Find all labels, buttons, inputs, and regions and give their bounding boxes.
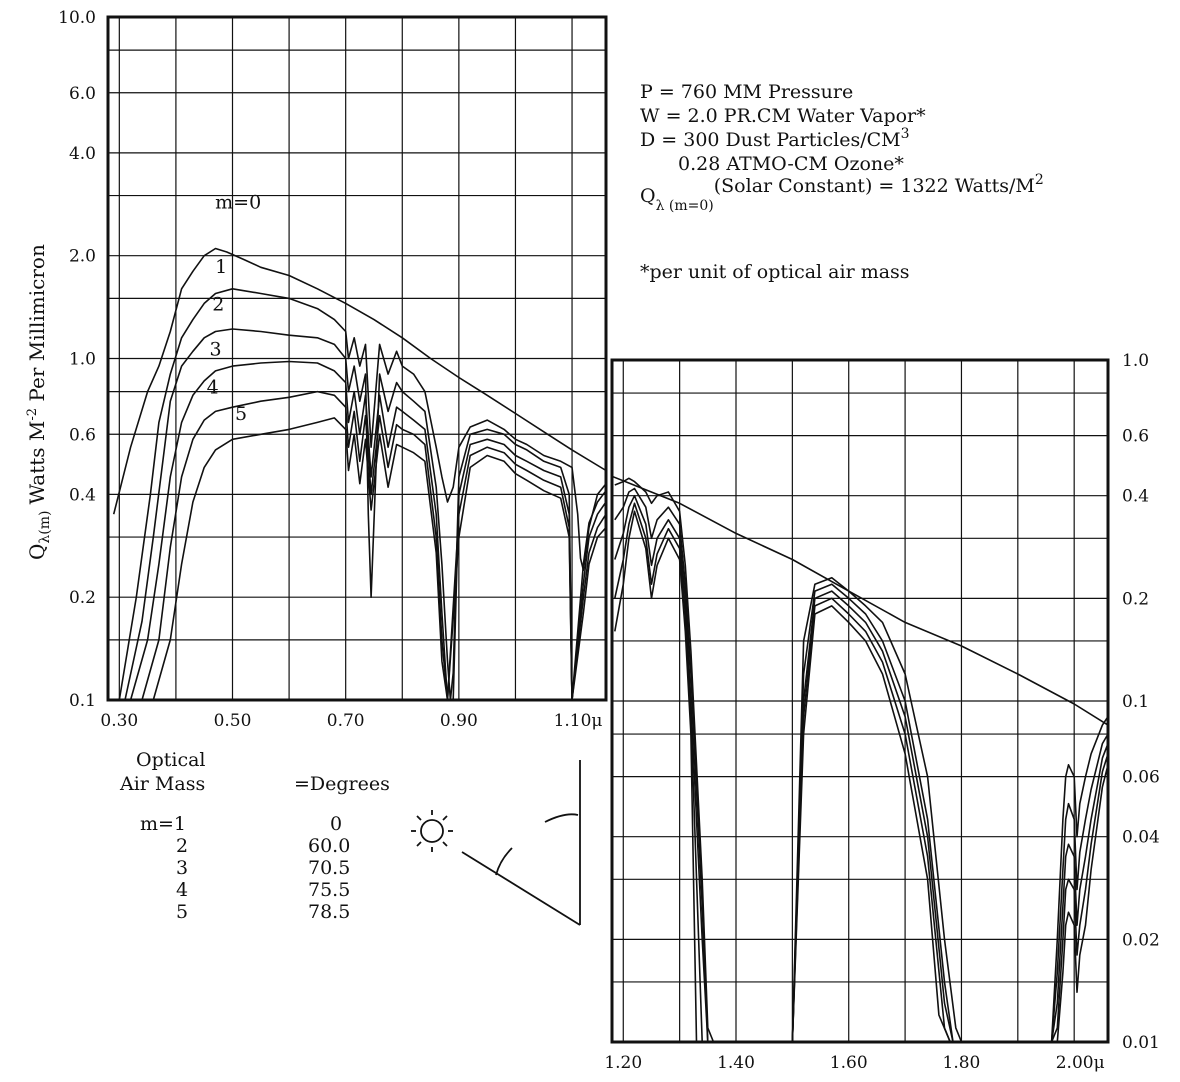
y-tick-label: 0.2 <box>1122 589 1149 609</box>
y-tick-label: 0.06 <box>1122 768 1160 788</box>
pressure-text: P = 760 MM Pressure <box>640 81 853 103</box>
series-line-m4 <box>615 503 1108 1042</box>
y-tick-label: 0.6 <box>1122 427 1149 447</box>
curve-label: 2 <box>212 294 224 316</box>
sun-icon <box>411 810 453 852</box>
x-tick-label: 2.00μ <box>1056 1053 1105 1073</box>
series-group <box>601 472 1108 1042</box>
x-tick-label: 1.60 <box>830 1053 868 1073</box>
table-cell-degrees: 78.5 <box>308 901 350 923</box>
table-header-degrees: =Degrees <box>294 773 390 795</box>
y-axis-label-sub: λ(m) <box>37 511 53 544</box>
y-axis-label-sup: -2 <box>25 408 40 421</box>
table-cell-air-mass: m=1 <box>140 813 186 835</box>
air-mass-table: Optical Air Mass =Degrees m=1 0 2 60.0 3 70.5… <box>119 749 390 923</box>
y-tick-label: 0.4 <box>69 485 96 505</box>
y-tick-label: 10.0 <box>58 8 96 28</box>
x-tick-label: 0.90 <box>440 711 478 731</box>
x-tick-label: 1.40 <box>717 1053 755 1073</box>
curve-label: 5 <box>235 403 247 425</box>
table-rows: m=1 0 2 60.0 3 70.5 4 75.5 5 78.5 <box>140 813 350 923</box>
curve-label: m=0 <box>215 191 261 213</box>
y-axis-label-text: Watts M <box>25 421 49 505</box>
y-tick-label: 0.2 <box>69 588 96 608</box>
y-axis-label-q: Q <box>25 544 49 560</box>
ozone-text: 0.28 ATMO-CM Ozone* <box>678 153 904 175</box>
series-line-m5 <box>153 418 606 700</box>
dust-text: D = 300 Dust Particles/CM3 <box>640 126 910 151</box>
curve-label: 4 <box>207 376 219 398</box>
y-tick-label: 4.0 <box>69 144 96 164</box>
x-tick-label: 0.30 <box>100 711 138 731</box>
series-group <box>114 249 606 701</box>
y-tick-label: 0.4 <box>1122 487 1149 507</box>
table-cell-air-mass: 5 <box>176 901 188 923</box>
table-cell-degrees: 70.5 <box>308 857 350 879</box>
series-line-m3 <box>615 496 1108 1042</box>
x-tick-label: 0.50 <box>214 711 252 731</box>
footnote-text: *per unit of optical air mass <box>640 261 910 283</box>
y-tick-label: 0.04 <box>1122 828 1160 848</box>
zenith-angle-diagram <box>462 760 580 925</box>
y-tick-label: 0.6 <box>69 425 96 445</box>
curve-label: 1 <box>215 256 227 278</box>
table-cell-air-mass: 4 <box>176 879 188 901</box>
x-tick-label: 0.70 <box>327 711 365 731</box>
y-tick-label: 0.02 <box>1122 930 1160 950</box>
x-tick-label: 1.10μ <box>554 711 603 731</box>
conditions-block: P = 760 MM Pressure W = 2.0 PR.CM Water … <box>640 81 1044 283</box>
series-line-m1 <box>615 478 1108 1042</box>
y-axis-label: Qλ(m) Watts M-2 Per Millimicron <box>25 244 53 560</box>
table-header-optical: Optical <box>136 749 206 771</box>
y-tick-label: 1.0 <box>69 350 96 370</box>
series-line-m2 <box>125 329 606 700</box>
x-tick-label: 1.20 <box>604 1053 642 1073</box>
x-tick-label: 1.80 <box>943 1053 981 1073</box>
y-axis-label-tail: Per Millimicron <box>25 244 49 408</box>
y-tick-label: 2.0 <box>69 247 96 267</box>
long-wavelength-panel: 1.0 0.6 0.4 0.2 0.1 0.06 0.04 0.02 0.01 1.20 1.40 1… <box>601 351 1160 1073</box>
series-line-m4 <box>142 392 606 700</box>
table-cell-degrees: 60.0 <box>308 835 350 857</box>
table-cell-degrees: 0 <box>330 813 342 835</box>
table-cell-air-mass: 3 <box>176 857 188 879</box>
y-tick-label: 0.1 <box>69 691 96 711</box>
table-cell-degrees: 75.5 <box>308 879 350 901</box>
table-cell-air-mass: 2 <box>176 835 188 857</box>
curve-label: 3 <box>209 339 221 361</box>
water-vapor-text: W = 2.0 PR.CM Water Vapor* <box>640 105 926 127</box>
table-header-air-mass: Air Mass <box>119 773 205 795</box>
y-tick-label: 6.0 <box>69 84 96 104</box>
y-tick-label: 1.0 <box>1122 351 1149 371</box>
y-tick-label: 0.01 <box>1122 1033 1160 1053</box>
series-line-m2 <box>615 489 1108 1043</box>
y-tick-label: 0.1 <box>1122 692 1149 712</box>
solar-constant-text: Qλ (m=0)(Solar Constant) = 1322 Watts/M2 <box>640 172 1044 214</box>
short-wavelength-panel: 10.0 6.0 4.0 2.0 1.0 0.6 0.4 0.2 0.10.30 0.50 0.70… <box>58 8 606 731</box>
